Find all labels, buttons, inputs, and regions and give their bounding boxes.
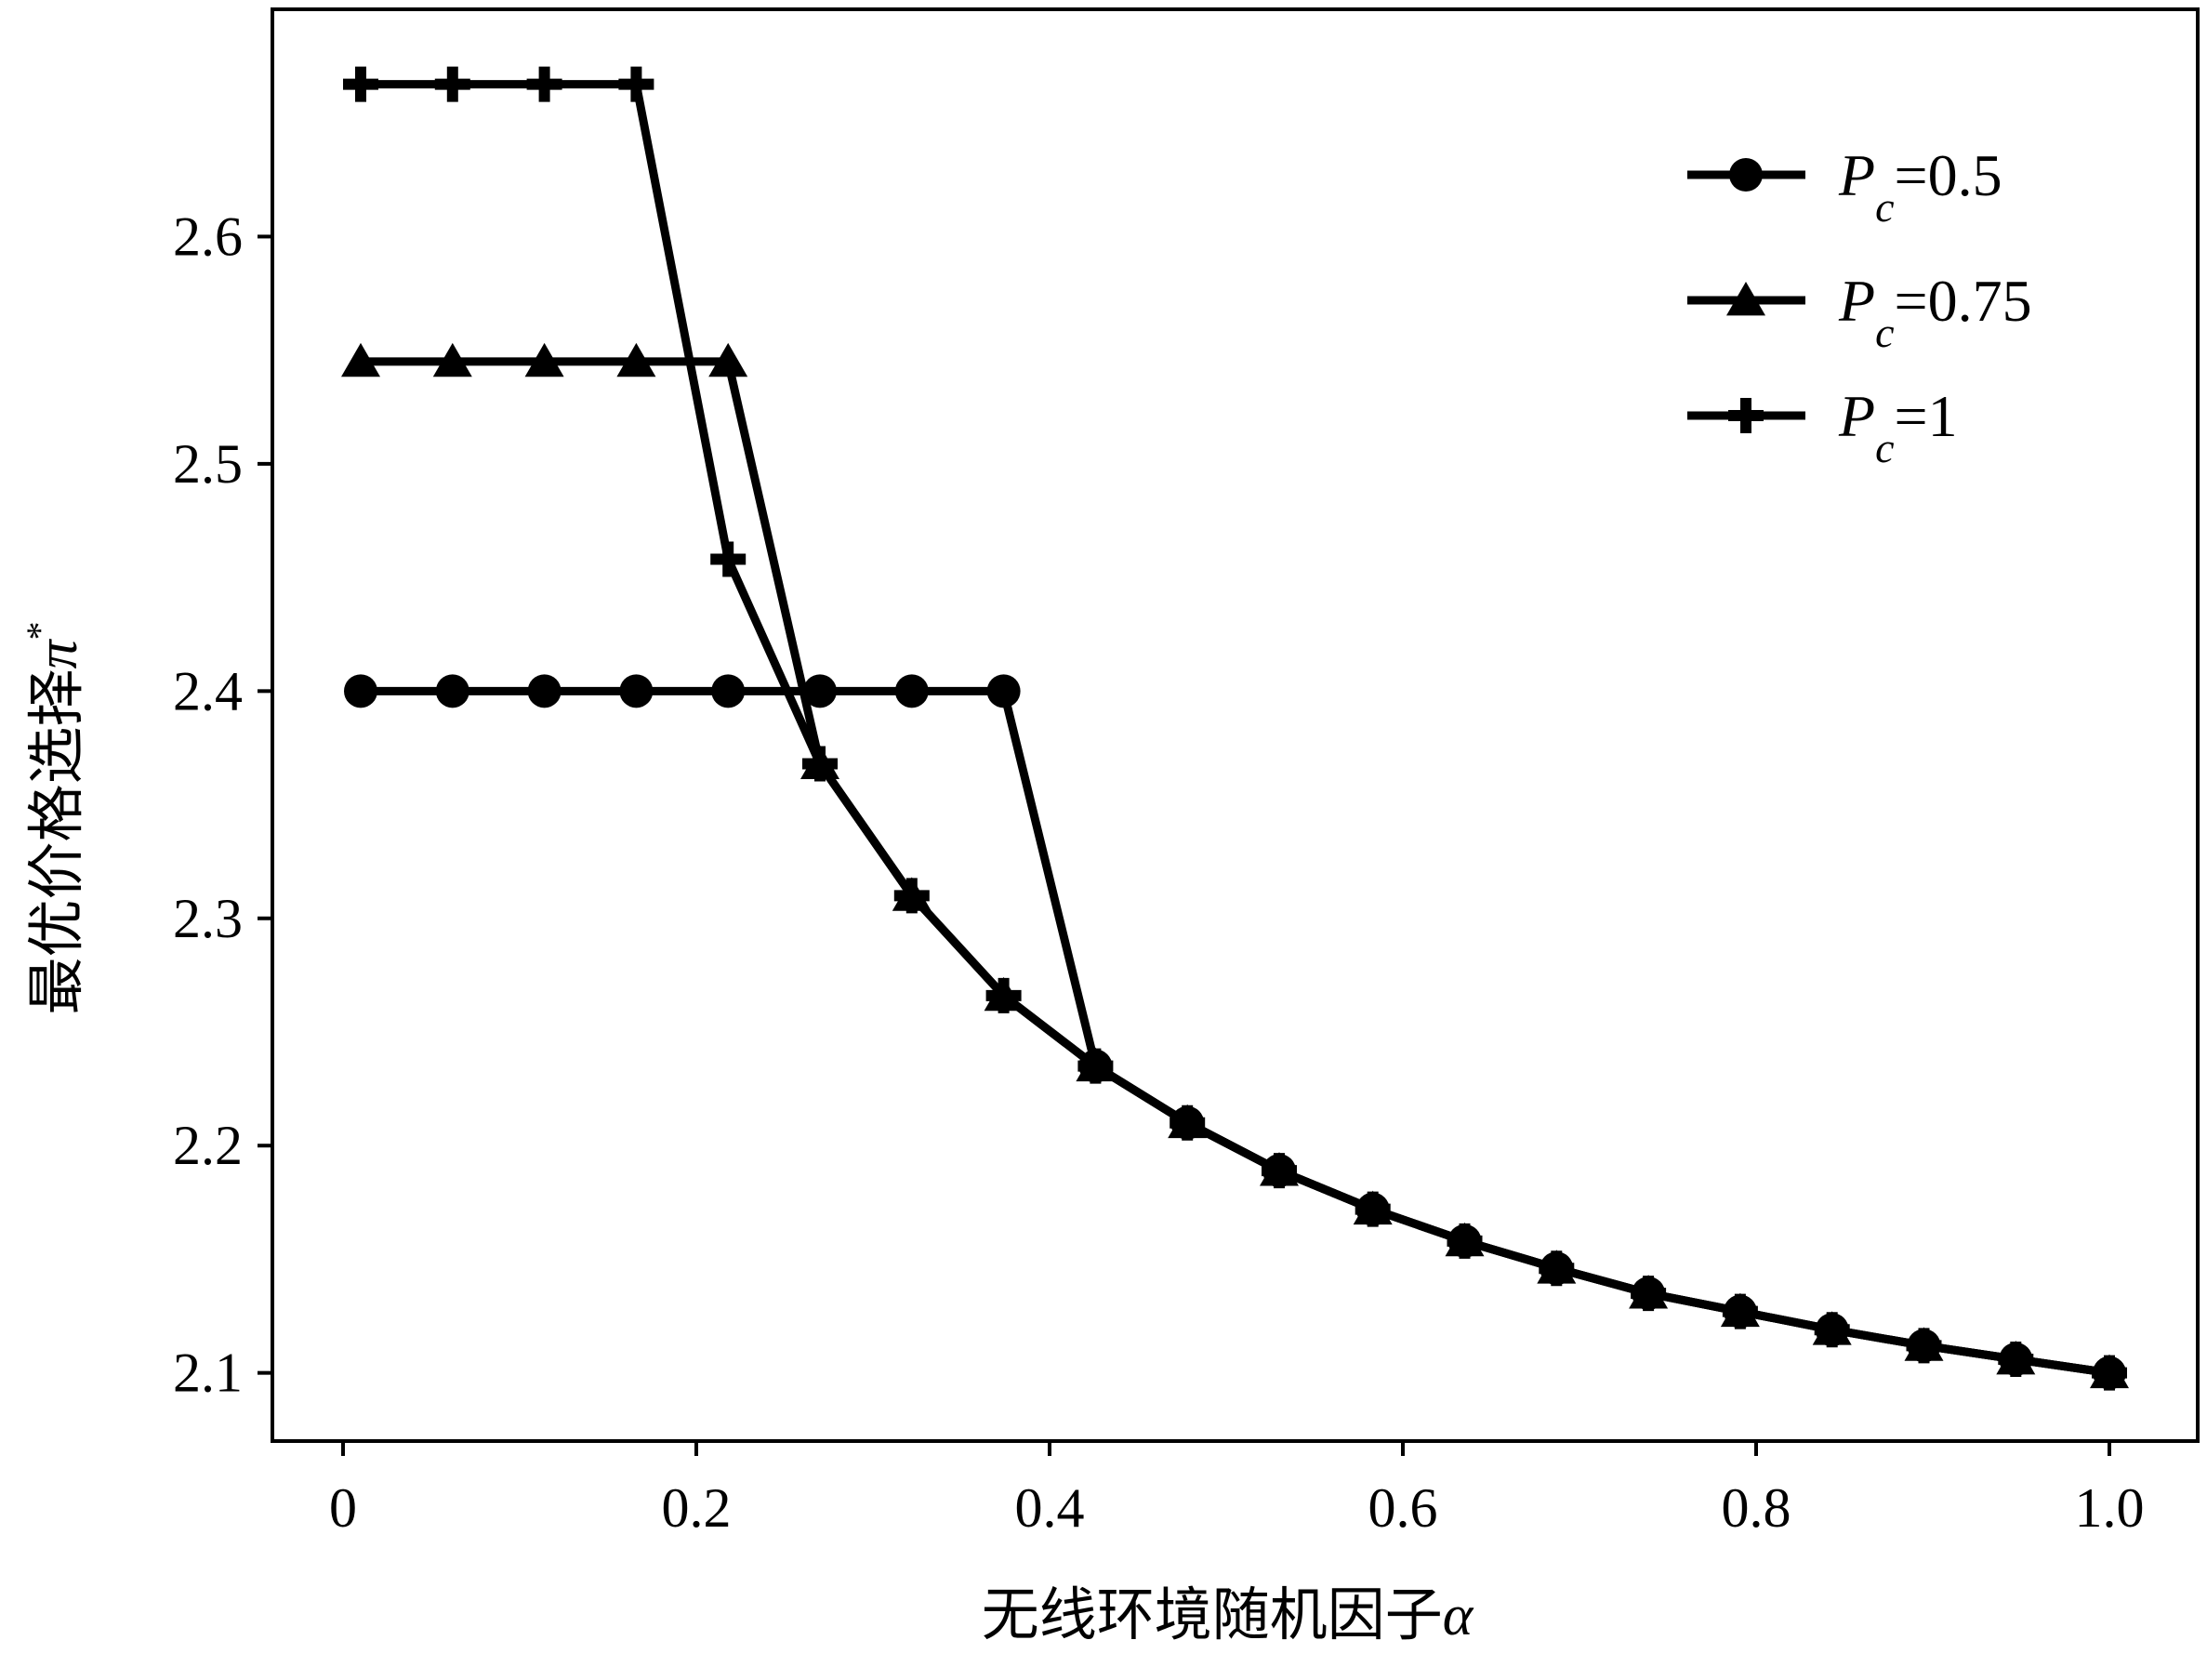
marker-triangle — [1726, 282, 1765, 316]
marker-circle — [803, 674, 837, 708]
marker-plus — [1447, 1223, 1483, 1259]
marker-triangle — [432, 342, 472, 377]
marker-plus — [1262, 1153, 1297, 1189]
x-axis-symbol: α — [1443, 1584, 1474, 1647]
legend-label-main: P — [1838, 268, 1875, 334]
marker-circle — [894, 674, 929, 708]
x-tick-label: 0.6 — [1368, 1477, 1438, 1539]
y-axis-label: 最优价格选择π* — [19, 621, 89, 1014]
legend-label-main: P — [1838, 142, 1875, 208]
marker-plus — [2092, 1355, 2127, 1391]
series-circle — [344, 674, 2126, 1390]
marker-plus — [985, 977, 1022, 1013]
marker-circle — [619, 674, 654, 708]
y-tick-label: 2.6 — [173, 205, 243, 267]
marker-triangle — [708, 342, 748, 377]
legend-label-main: P — [1838, 383, 1875, 449]
marker-plus — [1814, 1312, 1850, 1348]
legend-label-value: =0.5 — [1895, 142, 2002, 208]
x-tick-label: 0.2 — [662, 1477, 732, 1539]
series-layer — [341, 66, 2129, 1391]
marker-circle — [527, 674, 562, 708]
marker-plus — [343, 66, 378, 102]
legend-label-sub: c — [1875, 309, 1894, 356]
legend-label-sub: c — [1875, 424, 1894, 471]
y-tick-label: 2.3 — [173, 888, 243, 949]
marker-plus — [802, 746, 838, 782]
x-tick-label: 1.0 — [2075, 1477, 2145, 1539]
series-triangle — [341, 342, 2129, 1389]
x-tick-label: 0 — [329, 1477, 357, 1539]
marker-plus — [526, 66, 562, 102]
y-axis-symbol: π — [26, 639, 89, 669]
x-tick-label: 0.8 — [1722, 1477, 1791, 1539]
y-tick-label: 2.1 — [173, 1343, 243, 1404]
marker-circle — [435, 674, 469, 708]
x-axis: 0 0.2 0.4 0.6 0.8 1.0 — [329, 1441, 2145, 1539]
x-tick-label: 0.4 — [1015, 1477, 1085, 1539]
marker-circle — [344, 674, 377, 708]
marker-plus — [1170, 1105, 1206, 1141]
marker-plus — [1631, 1276, 1667, 1312]
marker-circle — [1729, 158, 1763, 192]
legend-label-sub: c — [1875, 183, 1894, 231]
marker-plus — [1728, 398, 1764, 433]
y-tick-label: 2.4 — [173, 660, 243, 721]
marker-triangle — [341, 342, 380, 377]
marker-plus — [710, 541, 747, 577]
legend-label: Pc=0.75 — [1838, 268, 2032, 356]
marker-plus — [893, 878, 930, 914]
legend-label: Pc=0.5 — [1838, 142, 2002, 231]
legend-label-value: =0.75 — [1895, 268, 2032, 334]
y-axis: 2.1 2.2 2.3 2.4 2.5 2.6 — [173, 205, 272, 1404]
y-axis-superscript: * — [19, 621, 60, 640]
marker-plus — [618, 66, 654, 102]
legend-item: Pc=0.5 — [1687, 142, 2002, 231]
marker-circle — [986, 674, 1021, 708]
marker-plus — [1355, 1191, 1391, 1227]
x-axis-label: 无线环境随机因子α — [982, 1584, 1474, 1647]
marker-plus — [1077, 1048, 1114, 1084]
marker-circle — [711, 674, 746, 708]
legend-label-value: =1 — [1895, 383, 1958, 449]
marker-triangle — [616, 342, 656, 377]
marker-plus — [1998, 1342, 2034, 1377]
marker-plus — [434, 66, 470, 102]
marker-plus — [1722, 1293, 1758, 1329]
series-plus — [343, 66, 2127, 1391]
series-line — [361, 686, 2110, 1378]
y-tick-label: 2.2 — [173, 1115, 243, 1176]
marker-triangle — [524, 342, 564, 377]
legend-item: Pc=0.75 — [1687, 268, 2032, 356]
legend-item: Pc=1 — [1687, 383, 1958, 471]
legend-label: Pc=1 — [1838, 383, 1958, 471]
marker-plus — [1539, 1250, 1575, 1287]
marker-plus — [1906, 1328, 1942, 1364]
plot-frame — [271, 7, 2200, 1443]
series-line — [361, 357, 2110, 1378]
y-tick-label: 2.5 — [173, 433, 243, 495]
